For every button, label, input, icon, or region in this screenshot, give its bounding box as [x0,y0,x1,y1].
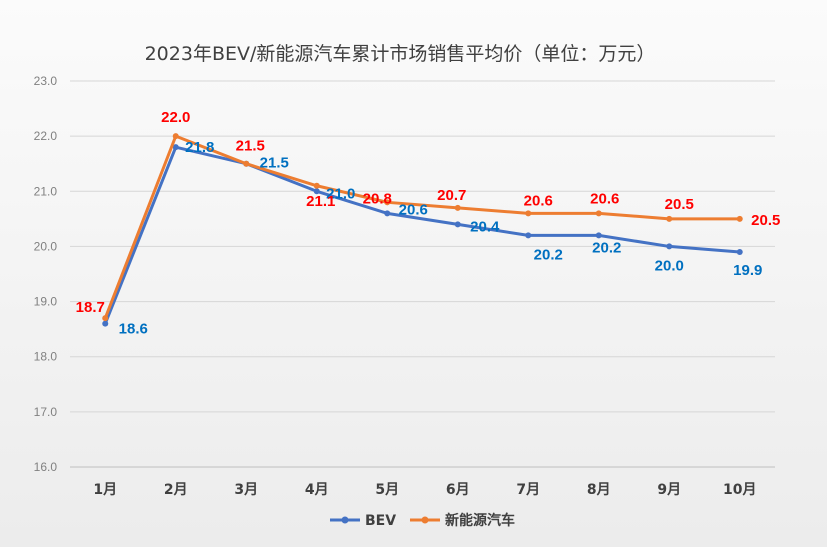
x-tick-label: 5月 [375,482,399,498]
data-point [243,160,250,167]
x-tick-label: 3月 [234,482,258,498]
series-line [103,145,742,326]
data-point [313,188,320,195]
legend-label: 新能源汽车 [445,512,515,529]
legend: BEV 新能源汽车 [330,512,515,529]
data-label: 20.6 [524,192,553,209]
data-point [736,215,743,222]
y-tick-label: 21.0 [34,184,58,198]
data-point [102,315,109,322]
data-label: 20.8 [363,190,392,207]
data-point [666,243,673,250]
data-point [595,232,602,239]
x-tick-label: 7月 [516,482,540,498]
data-point [525,210,532,217]
y-tick-label: 17.0 [34,405,58,419]
data-label: 21.8 [185,139,214,156]
legend-marker [341,516,349,524]
x-tick-label: 6月 [446,482,470,498]
data-label: 21.1 [306,193,335,210]
legend-label: BEV [365,513,396,529]
x-tick-label: 8月 [587,482,611,498]
data-label: 18.7 [76,299,105,316]
data-point [454,221,461,228]
x-tick-label: 1月 [93,482,117,498]
y-axis-ticks: 16.0 17.0 18.0 19.0 20.0 21.0 22.0 23.0 [34,74,58,474]
data-point [313,182,320,189]
y-tick-label: 23.0 [34,74,58,88]
data-point [736,248,743,255]
data-label: 19.9 [733,262,762,279]
data-point [172,144,179,151]
data-point [172,133,179,140]
legend-marker [421,516,429,524]
data-label: 20.4 [470,218,500,235]
series-lines [102,133,743,327]
data-label: 20.6 [590,190,619,207]
x-tick-label: 4月 [305,482,329,498]
data-point [525,232,532,239]
data-label: 20.6 [399,201,428,218]
data-label: 21.0 [326,185,355,202]
x-tick-label: 9月 [657,482,681,498]
data-point [384,210,391,217]
data-point [595,210,602,217]
data-label: 20.5 [665,196,694,213]
data-label: 18.6 [119,321,148,338]
data-point [454,204,461,211]
y-tick-label: 19.0 [34,295,58,309]
data-label: 20.5 [751,212,780,229]
x-axis-ticks: 1月 2月 3月 4月 5月 6月 7月 8月 9月 10月 [93,482,756,498]
data-label: 21.5 [236,138,265,155]
data-label: 20.0 [655,257,684,274]
data-label: 21.5 [260,155,289,172]
data-label: 20.2 [592,239,621,256]
y-tick-label: 22.0 [34,129,58,143]
x-tick-label: 2月 [164,482,188,498]
data-label: 22.0 [161,109,190,126]
y-tick-label: 16.0 [34,460,58,474]
data-point [384,199,391,206]
chart-title: 2023年BEV/新能源汽车累计市场销售平均价（单位：万元） [145,43,656,65]
data-labels: 18.6 21.8 21.5 21.0 20.6 20.4 20.2 20.2 20.0 19.9… [76,109,781,337]
data-point [102,320,109,327]
series-line [103,134,742,320]
x-tick-label: 10月 [723,482,756,498]
y-tick-label: 18.0 [34,350,58,364]
gridlines [70,80,775,468]
data-point [666,215,673,222]
data-label: 20.2 [534,246,563,263]
data-label: 20.7 [437,187,466,204]
y-tick-label: 20.0 [34,239,58,253]
